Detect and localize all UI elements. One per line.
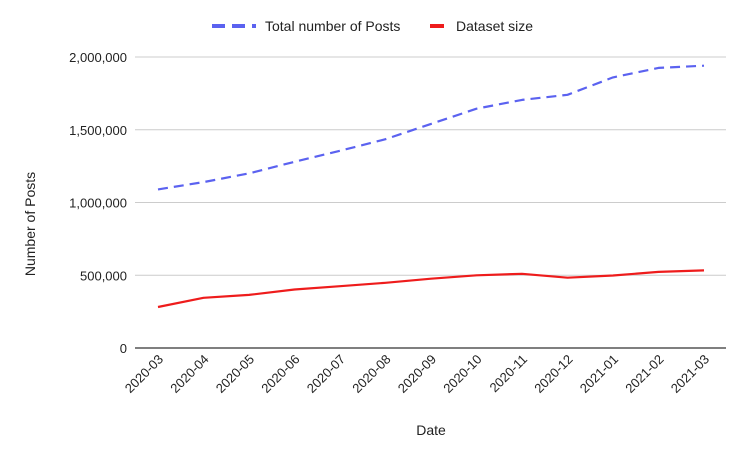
x-tick-label: 2020-12 (531, 352, 575, 396)
x-tick-label: 2020-09 (395, 352, 439, 396)
y-tick-label: 500,000 (80, 268, 127, 283)
y-tick-label: 1,000,000 (69, 196, 127, 211)
y-tick-label: 1,500,000 (69, 123, 127, 138)
y-axis-ticks: 0 500,000 1,000,000 1,500,000 2,000,000 (69, 50, 127, 356)
x-tick-label: 2020-05 (213, 352, 257, 396)
x-axis-ticks: 2020-03 2020-04 2020-05 2020-06 2020-07 2020-… (122, 352, 712, 396)
legend-label: Dataset size (456, 18, 533, 34)
x-tick-label: 2020-06 (258, 352, 302, 396)
x-tick-label: 2020-10 (440, 352, 484, 396)
x-tick-label: 2020-11 (486, 352, 530, 396)
gridlines (135, 56, 726, 276)
x-tick-label: 2020-07 (304, 352, 348, 396)
x-axis-title: Date (416, 422, 446, 438)
y-tick-label: 0 (120, 341, 127, 356)
x-tick-label: 2020-03 (122, 352, 166, 396)
legend-label: Total number of Posts (265, 18, 400, 34)
x-tick-label: 2021-01 (577, 352, 621, 396)
series-line-total-posts (157, 64, 705, 191)
x-tick-label: 2021-02 (622, 352, 666, 396)
series-lines (157, 64, 705, 309)
x-tick-label: 2021-03 (668, 352, 712, 396)
series-line-dataset-size (157, 269, 705, 309)
x-tick-label: 2020-04 (167, 352, 211, 396)
y-tick-label: 2,000,000 (69, 50, 127, 65)
y-axis-title: Number of Posts (22, 172, 38, 276)
x-tick-label: 2020-08 (349, 352, 393, 396)
legend: Total number of Posts Dataset size (212, 18, 533, 34)
